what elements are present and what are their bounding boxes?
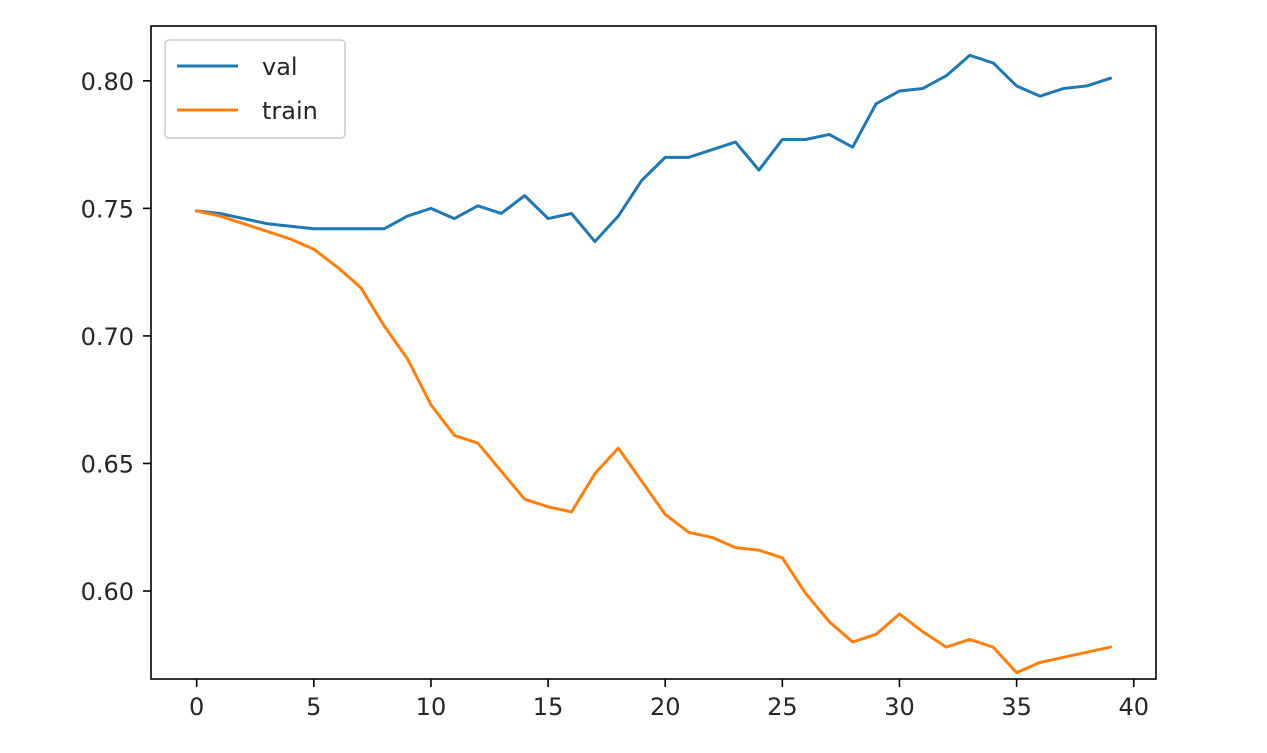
x-tick-label: 25	[767, 693, 798, 721]
x-tick-label: 5	[306, 693, 321, 721]
y-tick-label: 0.70	[81, 323, 134, 351]
legend: val train	[164, 39, 346, 139]
y-tick-label: 0.75	[81, 195, 134, 223]
y-tick-label: 0.65	[81, 450, 134, 478]
x-axis: 0 5 10 15 20 25 30 35 40	[189, 679, 1149, 721]
plot-frame	[150, 25, 1157, 680]
y-tick-label: 0.60	[81, 578, 134, 606]
series-line-train	[194, 209, 1113, 675]
legend-label-train: train	[262, 97, 318, 125]
x-tick-label: 0	[189, 693, 204, 721]
legend-box	[164, 39, 346, 139]
legend-label-val: val	[262, 53, 298, 81]
series-line-val	[195, 53, 1113, 244]
series-layer	[194, 53, 1113, 675]
x-tick-label: 30	[884, 693, 915, 721]
x-tick-label: 40	[1118, 693, 1149, 721]
y-axis: 0.60 0.65 0.70 0.75 0.80	[81, 68, 151, 606]
x-tick-label: 20	[650, 693, 681, 721]
x-tick-label: 35	[1001, 693, 1032, 721]
x-tick-label: 10	[416, 693, 447, 721]
x-tick-label: 15	[533, 693, 564, 721]
y-tick-label: 0.80	[81, 68, 134, 96]
